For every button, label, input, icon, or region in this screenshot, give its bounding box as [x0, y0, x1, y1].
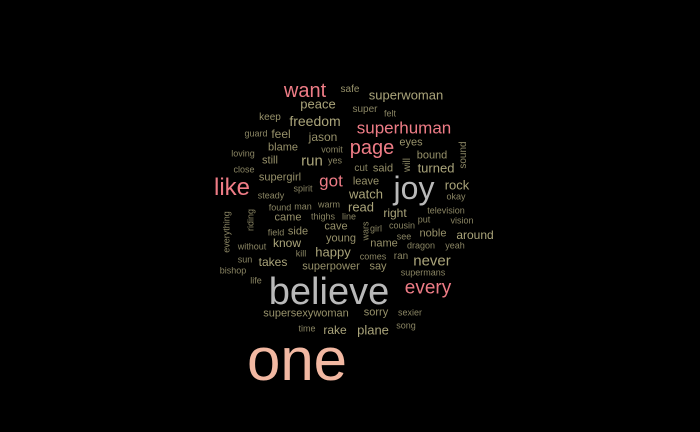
word-felt: felt: [383, 108, 397, 119]
word-said: said: [372, 162, 394, 175]
word-page: page: [349, 137, 395, 159]
word-freedom: freedom: [289, 113, 341, 129]
word-want: want: [283, 80, 327, 102]
word-time: time: [298, 323, 316, 334]
word-around: around: [456, 228, 494, 242]
word-put: put: [417, 214, 431, 225]
word-ran: ran: [393, 251, 409, 262]
word-blame: blame: [268, 141, 298, 154]
word-yes: yes: [327, 155, 343, 166]
word-riding: riding: [245, 208, 256, 232]
word-sorry: sorry: [363, 306, 389, 319]
word-comes: comes: [359, 251, 387, 262]
word-supermans: supermans: [400, 267, 446, 278]
word-know: know: [272, 236, 302, 250]
word-without: without: [237, 241, 267, 252]
word-watch: watch: [349, 186, 383, 202]
word-super: super: [352, 104, 378, 115]
word-superpower: superpower: [302, 260, 360, 273]
word-steady: steady: [257, 190, 285, 201]
word-rock: rock: [444, 177, 470, 193]
word-like: like: [213, 174, 251, 201]
word-vomit: vomit: [321, 144, 343, 155]
word-came: came: [274, 211, 302, 224]
word-guard: guard: [244, 128, 268, 139]
word-peace: peace: [300, 96, 336, 112]
word-close: close: [233, 164, 255, 175]
word-spirit: spirit: [293, 183, 313, 194]
word-sun: sun: [237, 254, 253, 265]
word-side: side: [287, 225, 309, 238]
word-never: never: [413, 252, 451, 270]
word-superhuman: superhuman: [356, 118, 452, 138]
word-still: still: [262, 154, 278, 167]
word-man: man: [294, 201, 312, 212]
word-supergirl: supergirl: [258, 171, 302, 184]
word-cave: cave: [324, 220, 348, 233]
word-turned: turned: [417, 160, 455, 176]
word-song: song: [396, 320, 416, 331]
word-bound: bound: [416, 149, 448, 162]
word-girl: girl: [369, 223, 383, 234]
word-sexier: sexier: [397, 307, 423, 318]
word-eyes: eyes: [399, 136, 423, 149]
word-supersexywoman: supersexywoman: [263, 307, 349, 320]
word-plane: plane: [357, 322, 389, 338]
word-found: found: [268, 202, 292, 213]
word-believe: believe: [268, 271, 390, 313]
word-cut: cut: [354, 163, 368, 174]
word-television: television: [427, 205, 465, 216]
word-line: line: [341, 211, 357, 222]
word-right: right: [383, 206, 407, 220]
word-yeah: yeah: [445, 240, 465, 251]
word-thighs: thighs: [310, 211, 336, 222]
word-every: every: [404, 277, 452, 299]
word-kill: kill: [295, 248, 307, 259]
word-superwoman: superwoman: [368, 87, 444, 103]
word-happy: happy: [315, 244, 351, 260]
word-see: see: [396, 231, 412, 242]
word-wars: wars: [360, 221, 371, 241]
word-one: one: [246, 326, 348, 393]
word-leave: leave: [352, 175, 380, 188]
word-bishop: bishop: [219, 265, 247, 276]
word-feel: feel: [271, 127, 291, 141]
word-okay: okay: [446, 191, 466, 202]
word-read: read: [347, 199, 375, 215]
word-got: got: [319, 171, 343, 191]
word-keep: keep: [259, 112, 281, 123]
word-joy: joy: [393, 170, 435, 206]
word-everything: everything: [221, 211, 232, 253]
word-safe: safe: [340, 84, 360, 95]
word-field: field: [267, 227, 285, 238]
word-will: will: [402, 158, 413, 172]
word-loving: loving: [231, 148, 255, 159]
word-cousin: cousin: [388, 220, 416, 231]
word-run: run: [301, 152, 323, 170]
word-warm: warm: [318, 199, 340, 210]
word-life: life: [250, 275, 262, 286]
word-vision: vision: [450, 215, 474, 226]
word-rake: rake: [323, 323, 347, 337]
word-jason: jason: [308, 130, 338, 144]
word-young: young: [326, 232, 356, 245]
word-dragon: dragon: [406, 240, 436, 251]
word-name: name: [370, 237, 398, 250]
word-noble: noble: [419, 227, 447, 240]
word-takes: takes: [258, 255, 288, 269]
word-say: say: [369, 260, 387, 273]
word-sound: sound: [458, 141, 469, 169]
